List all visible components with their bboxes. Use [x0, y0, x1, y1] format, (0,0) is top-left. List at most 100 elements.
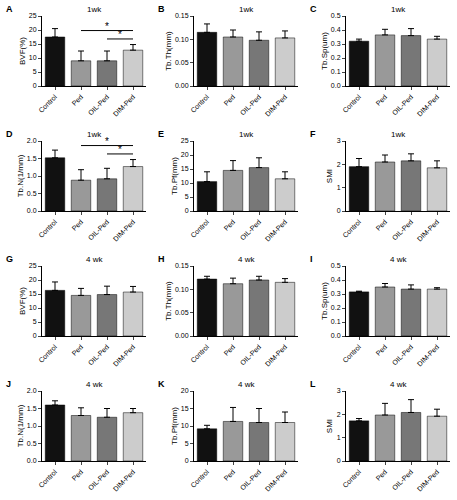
svg-text:5: 5 — [33, 318, 37, 325]
svg-text:K: K — [158, 379, 165, 389]
svg-text:*: * — [105, 21, 109, 32]
svg-text:OIL-Ped: OIL-Ped — [239, 468, 262, 491]
svg-text:0.0: 0.0 — [331, 332, 341, 339]
svg-text:0.3: 0.3 — [331, 40, 341, 47]
svg-text:D: D — [6, 129, 13, 139]
svg-text:0.5: 0.5 — [27, 190, 37, 197]
svg-text:0.10: 0.10 — [175, 286, 189, 293]
svg-text:0.4: 0.4 — [331, 276, 341, 283]
svg-text:1wk: 1wk — [391, 130, 406, 139]
svg-text:10: 10 — [181, 422, 189, 429]
svg-text:DIM-Ped: DIM-Ped — [112, 218, 137, 243]
svg-text:Control: Control — [341, 218, 362, 239]
svg-text:1.0: 1.0 — [27, 422, 37, 429]
svg-text:BVF(%): BVF(%) — [18, 287, 27, 315]
svg-text:0.05: 0.05 — [175, 59, 189, 66]
svg-text:1: 1 — [337, 184, 341, 191]
svg-text:0.0: 0.0 — [27, 207, 37, 214]
svg-text:10: 10 — [29, 304, 37, 311]
svg-text:0.10: 0.10 — [175, 36, 189, 43]
svg-text:DIM-Ped: DIM-Ped — [416, 218, 441, 243]
svg-text:Ped: Ped — [222, 343, 236, 357]
svg-text:OIL-Ped: OIL-Ped — [391, 468, 414, 491]
svg-text:DIM-Ped: DIM-Ped — [416, 343, 441, 368]
svg-text:Ped: Ped — [222, 93, 236, 107]
svg-text:0: 0 — [185, 207, 189, 214]
svg-text:Ped: Ped — [70, 218, 84, 232]
svg-text:DIM-Ped: DIM-Ped — [264, 468, 289, 493]
svg-text:DIM-Ped: DIM-Ped — [264, 218, 289, 243]
svg-text:0.0: 0.0 — [331, 82, 341, 89]
svg-text:Control: Control — [189, 343, 210, 364]
svg-text:0: 0 — [33, 332, 37, 339]
svg-text:15: 15 — [29, 40, 37, 47]
svg-text:Control: Control — [341, 93, 362, 114]
svg-text:DIM-Ped: DIM-Ped — [112, 468, 137, 493]
svg-text:DIM-Ped: DIM-Ped — [112, 343, 137, 368]
svg-text:0.5: 0.5 — [331, 262, 341, 269]
svg-text:SMI: SMI — [325, 419, 334, 433]
svg-text:0.15: 0.15 — [175, 12, 189, 19]
svg-text:2: 2 — [337, 161, 341, 168]
svg-text:OIL-Ped: OIL-Ped — [239, 343, 262, 366]
svg-text:Control: Control — [189, 468, 210, 489]
svg-text:*: * — [118, 29, 122, 40]
svg-text:F: F — [310, 129, 316, 139]
svg-text:OIL-Ped: OIL-Ped — [239, 93, 262, 116]
svg-text:DIM-Ped: DIM-Ped — [416, 93, 441, 118]
svg-text:Ped: Ped — [374, 218, 388, 232]
svg-text:15: 15 — [181, 405, 189, 412]
svg-text:4 wk: 4 wk — [390, 380, 407, 389]
svg-text:10: 10 — [181, 179, 189, 186]
svg-text:1.5: 1.5 — [27, 155, 37, 162]
svg-text:DIM-Ped: DIM-Ped — [264, 93, 289, 118]
svg-text:Control: Control — [37, 343, 58, 364]
svg-text:OIL-Ped: OIL-Ped — [391, 343, 414, 366]
svg-text:5: 5 — [33, 68, 37, 75]
svg-text:Tb.Th(mm): Tb.Th(mm) — [164, 281, 173, 321]
svg-text:*: * — [118, 144, 122, 155]
svg-text:20: 20 — [29, 26, 37, 33]
svg-text:C: C — [310, 4, 317, 14]
svg-text:OIL-Ped: OIL-Ped — [87, 93, 110, 116]
svg-text:5: 5 — [185, 440, 189, 447]
svg-text:20: 20 — [181, 151, 189, 158]
svg-text:Tb.Pf(mm): Tb.Pf(mm) — [170, 157, 179, 195]
svg-text:Ped: Ped — [70, 93, 84, 107]
svg-text:Tb.N(1/mm): Tb.N(1/mm) — [16, 404, 25, 447]
svg-text:4 wk: 4 wk — [238, 380, 255, 389]
svg-text:Ped: Ped — [70, 468, 84, 482]
svg-text:0.1: 0.1 — [331, 318, 341, 325]
svg-text:Control: Control — [37, 218, 58, 239]
svg-text:OIL-Ped: OIL-Ped — [87, 343, 110, 366]
svg-text:0.3: 0.3 — [331, 290, 341, 297]
svg-text:0: 0 — [185, 457, 189, 464]
svg-text:Ped: Ped — [374, 93, 388, 107]
svg-text:1wk: 1wk — [239, 130, 254, 139]
svg-text:4 wk: 4 wk — [238, 255, 255, 264]
svg-text:0.1: 0.1 — [331, 68, 341, 75]
svg-text:0.0: 0.0 — [27, 457, 37, 464]
svg-text:0.00: 0.00 — [175, 82, 189, 89]
svg-text:25: 25 — [29, 262, 37, 269]
svg-text:0.4: 0.4 — [331, 26, 341, 33]
svg-text:15: 15 — [181, 165, 189, 172]
svg-text:Ped: Ped — [374, 468, 388, 482]
svg-text:0: 0 — [33, 82, 37, 89]
svg-text:Control: Control — [341, 343, 362, 364]
svg-text:10: 10 — [29, 54, 37, 61]
svg-text:Control: Control — [37, 468, 58, 489]
svg-text:Tb.Sp(um): Tb.Sp(um) — [320, 32, 329, 70]
svg-text:25: 25 — [29, 12, 37, 19]
svg-text:2.0: 2.0 — [27, 137, 37, 144]
svg-text:SMI: SMI — [325, 169, 334, 183]
svg-text:1wk: 1wk — [391, 5, 406, 14]
svg-text:0.15: 0.15 — [175, 262, 189, 269]
svg-text:4 wk: 4 wk — [86, 255, 103, 264]
svg-text:H: H — [158, 254, 165, 264]
svg-text:Tb.Pf(mm): Tb.Pf(mm) — [170, 407, 179, 445]
svg-text:1wk: 1wk — [87, 5, 102, 14]
svg-text:4 wk: 4 wk — [86, 380, 103, 389]
svg-text:1.5: 1.5 — [27, 405, 37, 412]
svg-text:20: 20 — [29, 276, 37, 283]
